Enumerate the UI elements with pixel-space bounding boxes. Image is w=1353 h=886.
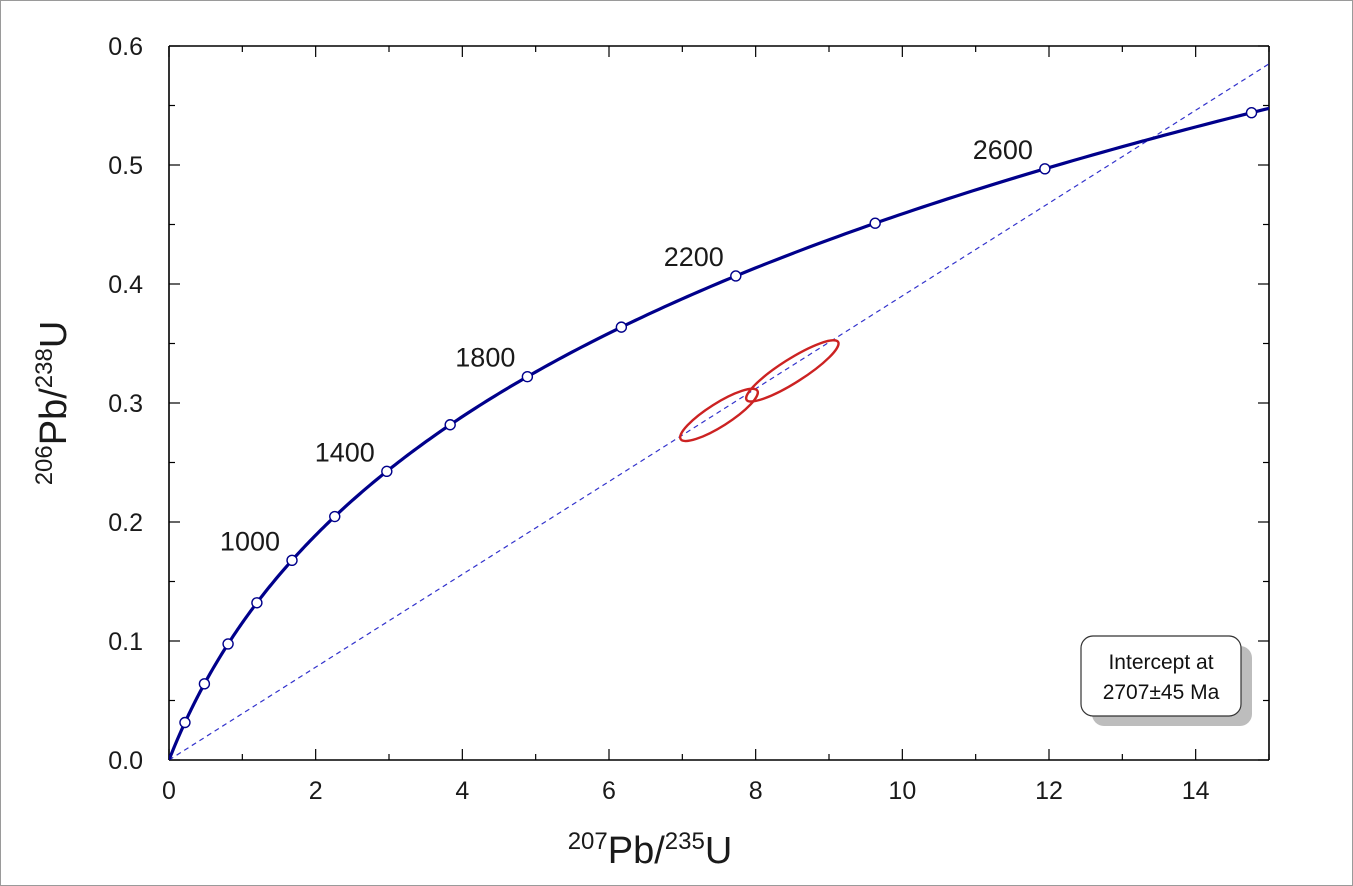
x-axis-title: 207Pb/235U xyxy=(568,828,733,872)
y-tick-label: 0.0 xyxy=(108,747,143,775)
y-tick-label: 0.3 xyxy=(108,390,143,418)
age-labels: 1000 1400 1800 2200 2600 xyxy=(220,135,1033,556)
x-tick-label: 12 xyxy=(1035,777,1063,805)
age-label: 1000 xyxy=(220,526,280,556)
x-tick-label: 6 xyxy=(602,777,616,805)
age-marker xyxy=(1245,106,1258,119)
x-tick-label: 8 xyxy=(749,777,763,805)
age-marker xyxy=(286,554,298,567)
y-tick-label: 0.1 xyxy=(108,628,143,656)
x-axis-ticks: 0 2 4 6 8 10 12 14 xyxy=(162,46,1270,805)
y-tick-label: 0.2 xyxy=(108,509,143,537)
age-marker xyxy=(251,597,263,609)
age-marker xyxy=(222,638,234,650)
age-label: 1400 xyxy=(315,437,375,467)
x-tick-label: 10 xyxy=(888,777,916,805)
x-tick-label: 2 xyxy=(309,777,323,805)
y-axis-ticks: 0.0 0.1 0.2 0.3 0.4 0.5 0.6 xyxy=(108,33,1269,775)
age-marker xyxy=(869,217,881,229)
plot-area xyxy=(169,63,1269,760)
intercept-annotation-box: Intercept at 2707±45 Ma xyxy=(1080,635,1252,726)
x-tick-label: 14 xyxy=(1182,777,1210,805)
error-ellipse xyxy=(678,387,760,443)
age-marker xyxy=(730,270,742,282)
age-label: 1800 xyxy=(455,343,515,373)
age-marker xyxy=(444,419,456,431)
annotation-line-1: Intercept at xyxy=(1108,651,1213,674)
annotation-box xyxy=(1080,635,1242,717)
age-label: 2200 xyxy=(664,242,724,272)
age-marker xyxy=(615,321,628,333)
y-tick-label: 0.6 xyxy=(108,33,143,61)
age-marker xyxy=(381,465,393,478)
discordia-line xyxy=(169,63,1269,760)
y-tick-label: 0.5 xyxy=(108,152,143,180)
age-marker xyxy=(1039,163,1051,175)
age-marker xyxy=(329,510,341,523)
concordia-curve xyxy=(169,106,1269,760)
y-tick-label: 0.4 xyxy=(108,271,143,299)
x-tick-label: 0 xyxy=(162,777,176,805)
error-ellipse xyxy=(744,339,840,403)
y-axis-title: 206Pb/238U xyxy=(31,321,75,486)
age-marker xyxy=(521,370,534,383)
x-tick-label: 4 xyxy=(455,777,469,805)
annotation-line-2: 2707±45 Ma xyxy=(1103,681,1220,704)
age-marker xyxy=(179,716,191,729)
age-marker xyxy=(198,678,211,690)
age-label: 2600 xyxy=(973,135,1033,165)
